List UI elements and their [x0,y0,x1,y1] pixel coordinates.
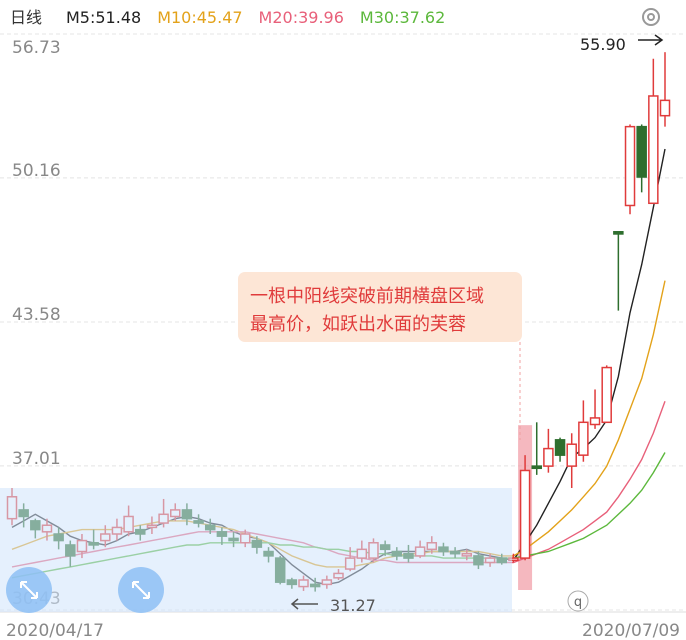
y-tick-label: 43.58 [12,305,61,325]
legend-entry: M30:37.62 [360,8,445,27]
badge-label: q [574,595,582,610]
y-tick-label: 56.73 [12,38,61,58]
min-label: 31.27 [330,596,376,615]
x-tick-label: 2020/04/17 [6,621,104,640]
chart-title: 日线 [10,8,42,27]
y-tick-label: 50.16 [12,161,61,181]
selection-range [0,488,512,612]
legend-entry: M20:39.96 [259,8,344,27]
min-arrow [290,598,318,610]
candle-body [543,447,554,467]
candle-body [578,421,589,456]
x-tick-label: 2020/07/09 [582,621,680,640]
y-tick-label: 37.01 [12,449,61,469]
max-arrow [638,34,664,46]
badge [567,590,589,612]
candle-body [589,417,601,426]
candle-body [624,125,636,207]
candle-body [566,443,577,467]
zoom-icon [20,581,38,599]
gear-hub [647,13,655,21]
candle-body [613,231,624,235]
settings-icon[interactable] [642,8,660,26]
gear [642,8,660,26]
max-label: 55.90 [580,35,626,54]
legend-entry: M10:45.47 [157,8,242,27]
candle-body [636,125,647,178]
candle-body [554,439,566,456]
candle-body [519,469,531,559]
note-box [238,272,522,342]
candle-body [601,366,612,424]
note-text: 一根中阳线突破前期横盘区域 [250,286,484,307]
candle-body [531,465,542,470]
candle-body [648,95,659,205]
candle-body [659,99,671,117]
legend-entry: M5:51.48 [66,8,141,27]
note-text: 最高价，如跃出水面的芙蓉 [250,314,466,335]
zoom-icon [132,581,150,599]
